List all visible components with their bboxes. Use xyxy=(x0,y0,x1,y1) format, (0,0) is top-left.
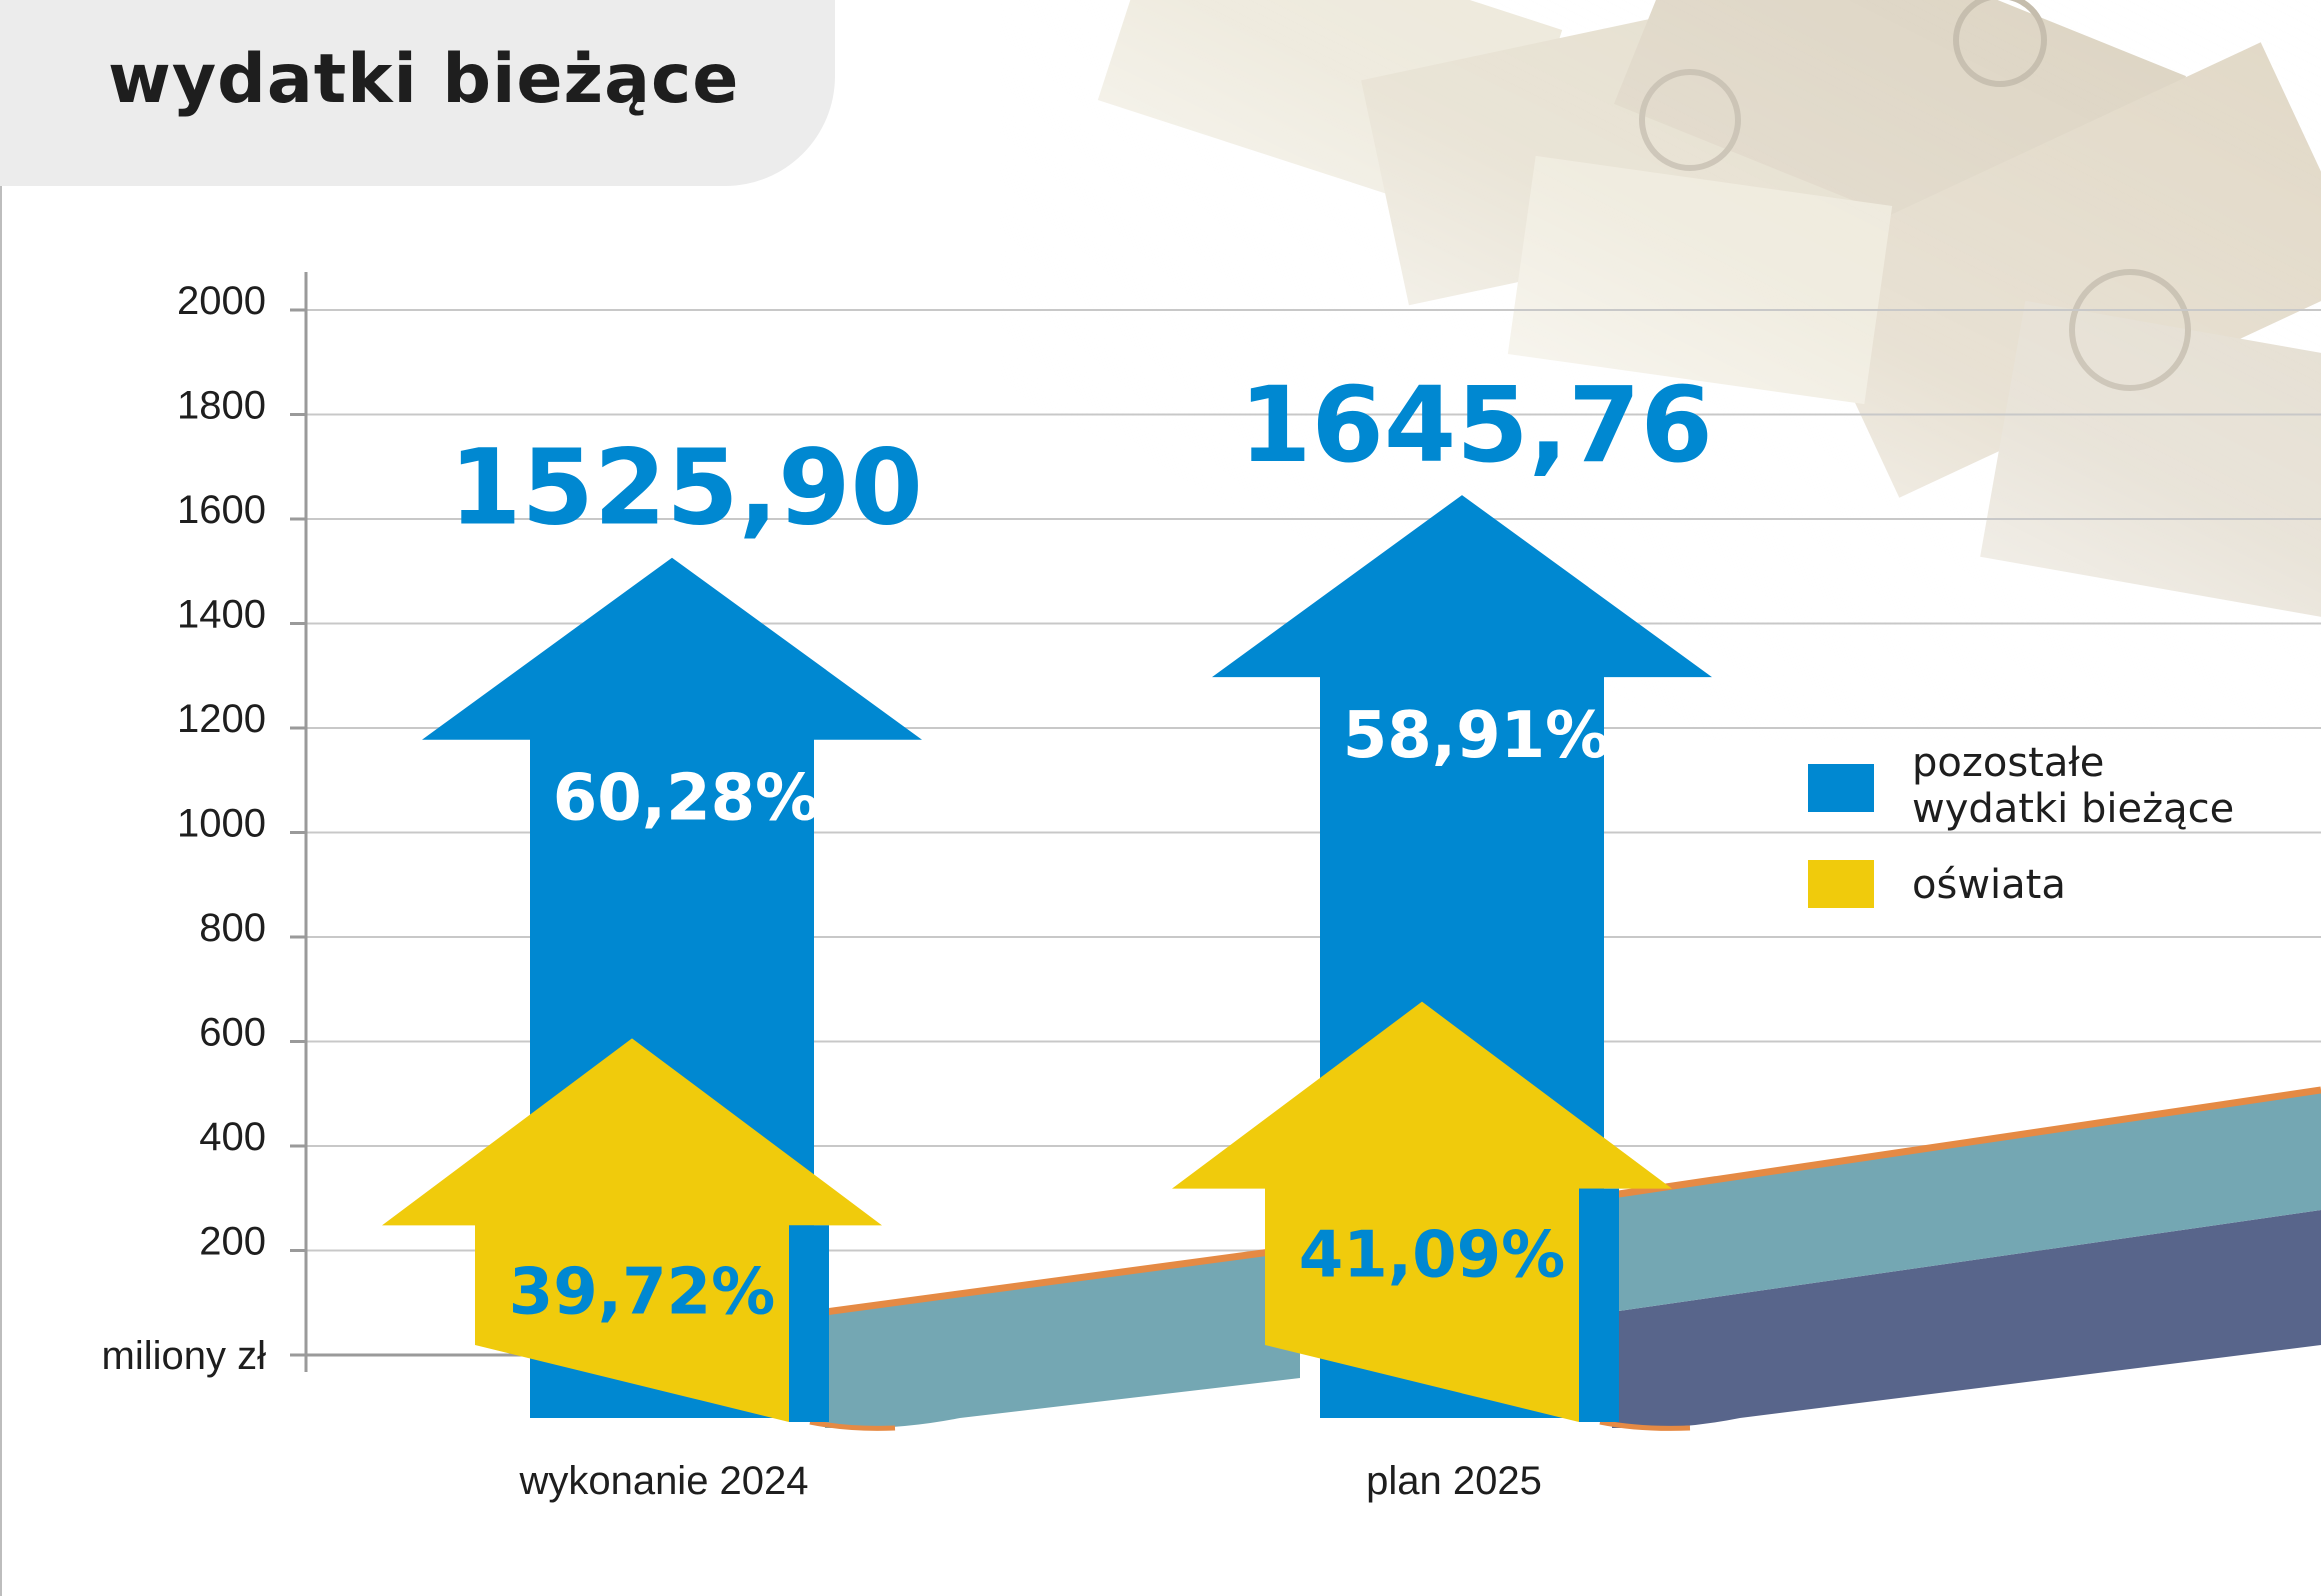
category-label: plan 2025 xyxy=(1366,1459,1542,1503)
category-label: wykonanie 2024 xyxy=(518,1459,808,1503)
legend-label: oświata xyxy=(1912,862,2066,908)
percent-label-pozostale: 60,28% xyxy=(553,762,820,836)
y-tick-label: 1800 xyxy=(177,384,266,428)
ribbon-navy xyxy=(1612,1210,2321,1428)
bar-side-strip xyxy=(789,1225,829,1422)
y-tick-label: 600 xyxy=(199,1011,266,1055)
page-left-rule xyxy=(0,0,2,1596)
y-tick-label: 800 xyxy=(199,906,266,950)
legend-swatch-blue xyxy=(1808,764,1874,812)
page-title: wydatki bieżące xyxy=(108,40,740,119)
bars xyxy=(382,495,1712,1422)
y-tick-label: 1600 xyxy=(177,488,266,532)
percent-label-oswiata: 41,09% xyxy=(1299,1219,1566,1293)
y-tick-label: 200 xyxy=(199,1220,266,1264)
total-label: 1645,76 xyxy=(1239,364,1713,486)
ribbon-orange-bottom-left xyxy=(809,1419,896,1431)
bar-oswiata xyxy=(1172,1001,1672,1422)
bar-side-strip xyxy=(1579,1188,1619,1422)
ribbon-orange-left xyxy=(824,1244,1301,1316)
percent-label-pozostale: 58,91% xyxy=(1343,699,1610,773)
title-tab xyxy=(0,0,835,186)
y-tick-label: 1400 xyxy=(177,593,266,637)
y-tick-label: 2000 xyxy=(177,279,266,323)
labels: 2000 1800 1600 1400 1200 1000 800 600 400 200 mili… xyxy=(102,279,1713,1503)
percent-label-oswiata: 39,72% xyxy=(509,1255,776,1329)
y-tick-label: 1200 xyxy=(177,697,266,741)
ribbon-teal-left xyxy=(825,1248,1300,1428)
unit-label: miliony zł xyxy=(102,1334,267,1378)
ribbon-orange-right xyxy=(1611,1086,2321,1199)
legend-swatch-yellow xyxy=(1808,860,1874,908)
bar-oswiata xyxy=(382,1038,882,1422)
y-tick-label: 400 xyxy=(199,1115,266,1159)
y-tick-label: 1000 xyxy=(177,802,266,846)
decorative-ribbon xyxy=(809,1086,2321,1431)
total-label: 1525,90 xyxy=(449,427,923,549)
ribbon-teal-right xyxy=(1612,1090,2321,1312)
ribbon-orange-bottom-right xyxy=(1599,1419,1691,1431)
legend-label: pozostałe wydatki bieżące xyxy=(1912,740,2235,832)
